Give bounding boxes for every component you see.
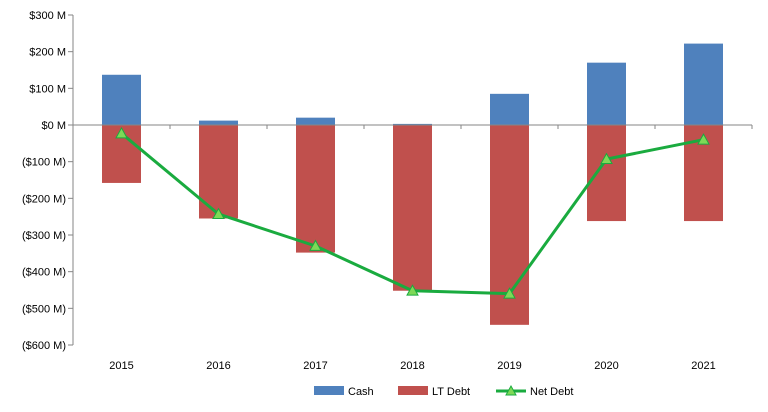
x-tick-label: 2020	[594, 360, 618, 372]
x-tick-label: 2015	[109, 360, 133, 372]
y-tick-label: ($200 M)	[22, 193, 66, 205]
legend-item-net-debt: Net Debt	[496, 384, 573, 398]
net-debt-point-2018	[406, 284, 419, 296]
x-axis: 2015 2016 2017 2018 2019 2020 2021	[72, 124, 753, 372]
legend: Cash LT Debt Net Debt	[314, 384, 573, 398]
y-tick-label: ($600 M)	[22, 340, 66, 352]
cash-bar-2021	[684, 43, 723, 125]
net-debt-point-2020	[600, 152, 613, 164]
cash-bar-2016	[199, 120, 238, 125]
legend-marker	[505, 384, 517, 396]
x-tick-label: 2018	[400, 360, 424, 372]
net-debt-point-2015	[115, 126, 128, 139]
net-debt-point-2017	[309, 239, 322, 251]
x-tick-label: 2017	[303, 360, 327, 372]
y-tick-label: $0 M	[42, 120, 66, 132]
y-tick-label: $200 M	[29, 47, 66, 59]
legend-swatch	[314, 386, 344, 395]
cash-bar-2019	[490, 93, 529, 125]
y-tick-label: ($500 M)	[22, 303, 66, 315]
bars-layer	[102, 43, 723, 325]
legend-label: Cash	[348, 386, 374, 398]
legend-swatch	[398, 386, 428, 395]
cash-bar-2017	[296, 117, 335, 125]
x-tick-label: 2021	[691, 360, 715, 372]
y-tick-label: ($300 M)	[22, 230, 66, 242]
x-tick-label: 2019	[497, 360, 521, 372]
y-axis: $300 M $200 M $100 M $0 M ($100 M) ($200 M) ($…	[22, 10, 74, 352]
net-debt-point-2019	[503, 287, 516, 299]
legend-item-lt-debt: LT Debt	[398, 386, 470, 398]
legend-label: Net Debt	[530, 386, 573, 398]
cash-bar-2018	[393, 123, 432, 125]
net-debt-line-layer	[115, 126, 710, 299]
y-tick-label: ($400 M)	[22, 267, 66, 279]
lt-debt-bar-2018	[393, 125, 432, 291]
y-tick-label: $300 M	[29, 10, 66, 22]
legend-item-cash: Cash	[314, 386, 374, 398]
cash-bar-2020	[587, 62, 626, 125]
lt-debt-bar-2017	[296, 125, 335, 253]
lt-debt-bar-2020	[587, 125, 626, 222]
y-tick-label: $100 M	[29, 83, 66, 95]
net-debt-point-2021	[697, 133, 710, 145]
net-debt-point-2016	[212, 207, 225, 219]
y-tick-label: ($100 M)	[22, 157, 66, 169]
x-tick-label: 2016	[206, 360, 230, 372]
cash-bar-2015	[102, 74, 141, 125]
legend-label: LT Debt	[432, 386, 470, 398]
